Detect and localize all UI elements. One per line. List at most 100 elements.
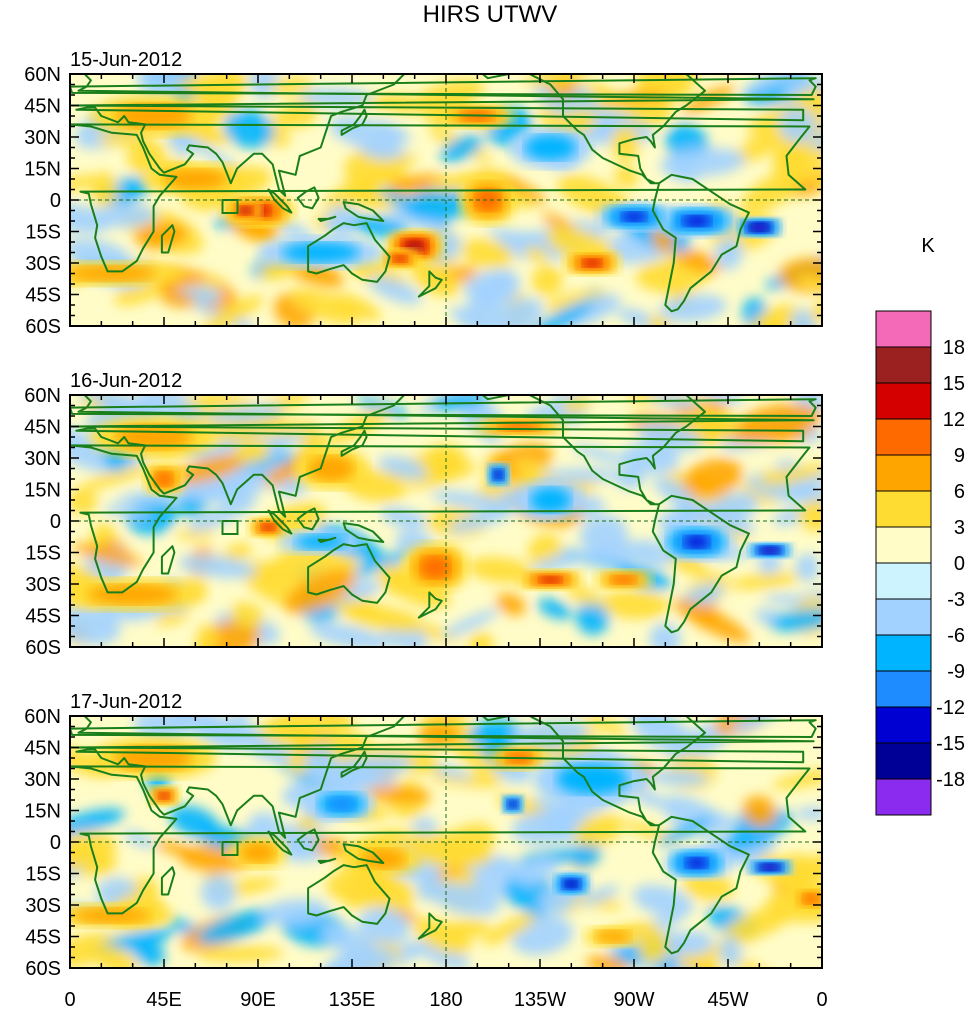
coastline-s-america	[651, 173, 750, 313]
region-box	[221, 199, 239, 214]
lat-label: 15S	[25, 222, 61, 244]
colorbar-swatch	[875, 454, 932, 492]
colorbar-label: 12	[943, 409, 965, 431]
lat-label: 60S	[25, 958, 61, 980]
coastlines	[70, 74, 817, 313]
coastline-uk	[70, 77, 817, 96]
figure-title: HIRS UTWV	[423, 1, 558, 28]
colorbar-label: 3	[954, 517, 965, 539]
coastline-uk	[70, 398, 817, 417]
map-panels: 60N 45N 30N 15N 0 15S 30S 45S 60S 15-Jun-2012 60N 4…	[24, 49, 827, 1011]
lat-label: 0	[50, 832, 61, 854]
colorbar-swatch	[875, 346, 932, 384]
region-box	[221, 520, 239, 535]
lat-label: 45N	[24, 96, 61, 118]
coastline-new-guinea	[342, 522, 385, 543]
lon-label: 45W	[707, 989, 748, 1011]
lat-label: 15N	[24, 480, 61, 502]
colorbar-label: 15	[943, 373, 965, 395]
coastline-greenland	[725, 395, 731, 396]
coastline-australia	[307, 864, 391, 925]
colorbar-swatch	[875, 490, 932, 528]
coastline-japan	[340, 429, 368, 457]
coastline-indonesia-e	[317, 215, 337, 222]
colorbar: K 18 15 12 9 6 3 0 -3 -6 -9 -12 -15 -18	[875, 235, 965, 816]
colorbar-label: -6	[947, 625, 965, 647]
coastline-nz	[417, 912, 443, 940]
panel-date-label: 15-Jun-2012	[70, 49, 182, 71]
lat-label: 15N	[24, 159, 61, 181]
lon-label: 90E	[240, 989, 276, 1011]
coastline-s-america	[651, 494, 750, 634]
coastline-indonesia-e	[317, 536, 337, 543]
colorbar-swatch	[875, 310, 932, 348]
map-panel-2: 60N 45N 30N 15N 0 15S 30S 45S 60S 16-Jun-2012	[24, 370, 823, 659]
coastline-eurasia	[70, 395, 815, 518]
colorbar-label: 9	[954, 445, 965, 467]
coastlines	[70, 395, 817, 634]
lat-label: 45S	[25, 285, 61, 307]
lat-label: 30N	[24, 769, 61, 791]
lat-label: 0	[50, 190, 61, 212]
coastline-eurasia	[70, 74, 815, 197]
coastline-greenland	[725, 716, 731, 717]
coastline-new-guinea	[342, 843, 385, 864]
colorbar-swatch	[875, 634, 932, 672]
colorbar-swatch	[875, 562, 932, 600]
lat-label: 60N	[24, 64, 61, 86]
coastline-n-america	[480, 395, 706, 506]
lat-label: 15S	[25, 864, 61, 886]
coastline-australia	[307, 222, 391, 283]
lat-label: 15N	[24, 801, 61, 823]
coastline-new-guinea	[342, 201, 385, 222]
map-panel-3: 60N 45N 30N 15N 0 15S 30S 45S 60S 17-Jun-2012	[24, 691, 823, 980]
coastline-madagascar	[160, 545, 176, 575]
lon-label: 90W	[613, 989, 654, 1011]
lat-label: 30S	[25, 574, 61, 596]
colorbar-swatch	[875, 382, 932, 420]
coastline-n-america	[480, 716, 706, 827]
colorbar-swatch	[875, 778, 932, 816]
axis-ticks	[69, 73, 823, 327]
panel-date-label: 17-Jun-2012	[70, 691, 182, 713]
lat-label: 15S	[25, 543, 61, 565]
coastline-africa	[70, 444, 811, 594]
coastline-madagascar	[160, 866, 176, 896]
lat-label: 45S	[25, 606, 61, 628]
lat-label: 60S	[25, 637, 61, 659]
lon-label: 135E	[329, 989, 376, 1011]
coastline-africa	[70, 765, 811, 915]
colorbar-label: -15	[936, 733, 965, 755]
colorbar-swatch	[875, 742, 932, 780]
colorbar-label: -3	[947, 589, 965, 611]
coastline-s-america	[651, 815, 750, 955]
coastline-australia	[307, 543, 391, 604]
lat-label: 45N	[24, 417, 61, 439]
lat-label: 45S	[25, 927, 61, 949]
axis-ticks	[69, 715, 823, 969]
colorbar-label: 6	[954, 481, 965, 503]
map-panel-1: 60N 45N 30N 15N 0 15S 30S 45S 60S 15-Jun-2012	[24, 49, 823, 338]
coastline-nz	[417, 591, 443, 619]
coastline-eurasia	[70, 716, 815, 839]
lat-label: 30S	[25, 253, 61, 275]
coastline-nz	[417, 270, 443, 298]
colorbar-label: -9	[947, 661, 965, 683]
coastlines	[70, 716, 817, 955]
lon-label: 45E	[146, 989, 182, 1011]
colorbar-swatch	[875, 670, 932, 708]
colorbar-label: 0	[954, 553, 965, 575]
lat-label: 30N	[24, 127, 61, 149]
colorbar-swatch	[875, 418, 932, 456]
lon-label: 0	[816, 989, 827, 1011]
coastline-borneo	[296, 507, 320, 531]
region-box	[221, 841, 239, 856]
colorbar-label: 18	[943, 337, 965, 359]
lat-label: 0	[50, 511, 61, 533]
coastline-uk	[70, 719, 817, 738]
coastline-borneo	[296, 186, 320, 210]
lon-label: 135W	[514, 989, 566, 1011]
lon-label: 0	[64, 989, 75, 1011]
colorbar-swatch	[875, 706, 932, 744]
